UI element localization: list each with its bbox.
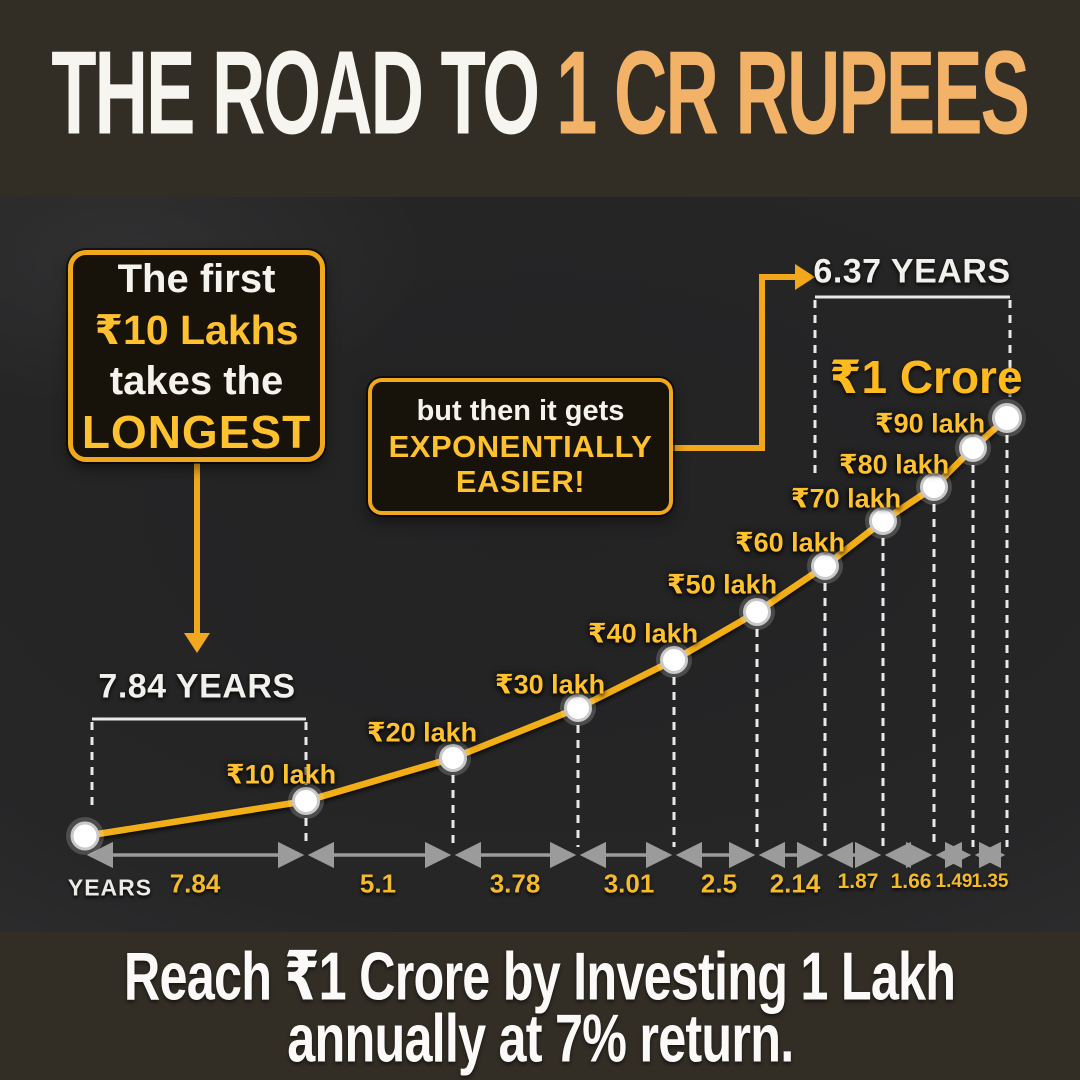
callout-easier-line1: but then it gets — [416, 395, 625, 427]
label-60-lakh: ₹60 lakh — [734, 527, 846, 558]
label-90-lakh: ₹90 lakh — [874, 408, 986, 439]
label-50-lakh: ₹50 lakh — [666, 569, 778, 600]
callout-first-line3: takes the — [109, 359, 284, 403]
axis-segment-3-01: 3.01 — [603, 868, 655, 899]
first-span-bracket — [90, 717, 308, 809]
connector-elbow-arrow — [668, 264, 815, 451]
axis-segment-3-78: 3.78 — [489, 868, 541, 899]
milestone-drop-lines — [304, 435, 1009, 847]
callout-first-10-lakhs: The first ₹10 Lakhs takes the LONGEST — [68, 250, 325, 462]
title-highlight: 1 CR RUPEES — [556, 26, 1031, 159]
growth-chart — [66, 264, 1026, 869]
dot-50-lakh — [739, 594, 775, 630]
axis-segment-7-84: 7.84 — [169, 868, 221, 899]
bottom-caption: Reach ₹1 Crore by Investing 1 Lakh annua… — [0, 936, 1080, 1080]
axis-segment-1-49: 1.49 — [935, 871, 973, 892]
axis-segment-5-1: 5.1 — [359, 868, 397, 899]
dot-start — [66, 817, 104, 855]
connector-down-arrow — [184, 463, 210, 653]
axis-segment-1-66: 1.66 — [890, 870, 932, 893]
dot-90-lakh — [955, 430, 991, 466]
page-title: THE ROAD TO 1 CR RUPEES — [0, 26, 1080, 159]
last-span-label: 6.37 YEARS — [813, 252, 1011, 291]
milestone-dots — [66, 399, 1026, 855]
callout-easier-line2: EXPONENTIALLY — [388, 429, 653, 464]
caption-line1: Reach ₹1 Crore by Investing 1 Lakh — [124, 939, 956, 1015]
axis-segment-1-35: 1.35 — [971, 871, 1009, 892]
last-span-bracket — [813, 295, 1012, 477]
dot-60-lakh — [807, 548, 843, 584]
label-80-lakh: ₹80 lakh — [838, 449, 950, 480]
label-30-lakh: ₹30 lakh — [494, 669, 606, 700]
label-20-lakh: ₹20 lakh — [366, 717, 478, 748]
dot-80-lakh — [916, 469, 952, 505]
callout-first-line4: LONGEST — [81, 406, 312, 458]
dot-30-lakh — [560, 690, 596, 726]
dot-70-lakh — [865, 503, 901, 539]
callout-exponentially-easier: but then it gets EXPONENTIALLY EASIER! — [368, 378, 673, 515]
label-70-lakh: ₹70 lakh — [790, 483, 902, 514]
final-milestone-label: ₹1 Crore — [829, 351, 1023, 403]
axis-segment-2-14: 2.14 — [769, 868, 821, 899]
first-span-label: 7.84 YEARS — [98, 667, 296, 706]
dot-10-lakh — [288, 783, 324, 819]
callout-easier-line3: EASIER! — [455, 464, 586, 499]
caption-line2: annually at 7% return. — [286, 1001, 794, 1077]
dot-20-lakh — [435, 740, 471, 776]
dot-1-crore — [988, 399, 1026, 437]
axis-segment-2-5: 2.5 — [700, 868, 738, 899]
dot-40-lakh — [656, 642, 692, 678]
label-40-lakh: ₹40 lakh — [587, 618, 699, 649]
title-prefix: THE ROAD TO — [51, 26, 541, 159]
callout-first-line1: The first — [117, 257, 276, 301]
x-axis-label: YEARS — [67, 874, 153, 901]
callout-first-line2: ₹10 Lakhs — [94, 307, 299, 353]
axis-segment-1-87: 1.87 — [837, 870, 879, 893]
label-10-lakh: ₹10 lakh — [225, 759, 337, 790]
